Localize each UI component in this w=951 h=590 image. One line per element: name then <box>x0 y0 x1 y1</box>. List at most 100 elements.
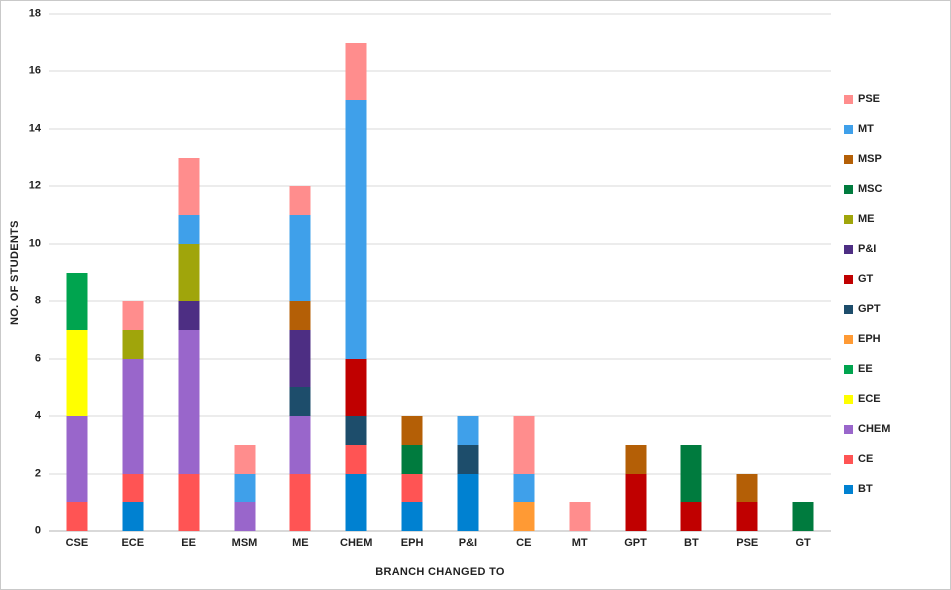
legend-label: P&I <box>858 242 877 255</box>
bar-stack <box>234 14 255 531</box>
bar-segment-CHEM <box>122 358 144 474</box>
bar-segment-CHEM <box>66 416 88 503</box>
bar-segment-GT <box>736 502 758 531</box>
bar-column-MSM <box>217 14 273 531</box>
y-axis-title: NO. OF STUDENTS <box>9 220 21 325</box>
bar-segment-P&I <box>289 329 311 388</box>
bar-segment-PSE <box>513 416 535 474</box>
bar-segment-ME <box>122 329 144 359</box>
legend-swatch <box>844 274 853 284</box>
bar-column-MT <box>552 14 608 531</box>
x-tick-label: MSM <box>231 537 258 549</box>
bar-segment-CE <box>66 502 88 531</box>
bar-segment-MSP <box>736 473 758 503</box>
x-tick-label: CE <box>516 537 532 549</box>
gridline <box>49 70 831 72</box>
bar-stack <box>66 14 88 531</box>
legend-swatch <box>844 334 853 344</box>
bar-column-ME <box>272 14 328 531</box>
legend-item-GT: GT <box>844 273 890 285</box>
x-tick-label: EPH <box>400 537 424 549</box>
bar-stack <box>736 14 758 531</box>
bar-segment-BT <box>345 473 367 531</box>
x-tick-label: ECE <box>121 537 145 549</box>
legend-item-MSC: MSC <box>844 183 890 195</box>
bar-segment-PSE <box>178 157 200 216</box>
legend-item-EE: EE <box>844 363 890 375</box>
gridline <box>49 358 831 360</box>
y-tick-label: 12 <box>28 179 41 192</box>
legend-label: MSP <box>858 152 882 165</box>
bar-column-GT <box>775 14 831 531</box>
legend-swatch <box>844 154 853 164</box>
y-tick-label: 18 <box>28 7 41 20</box>
legend-swatch <box>844 484 853 494</box>
bar-column-BT <box>663 14 719 531</box>
x-tick-label: ME <box>292 537 309 549</box>
gridline <box>49 185 831 187</box>
legend-item-EPH: EPH <box>844 333 890 345</box>
legend: PSE MT MSP MSC ME P&I GT GPT EPH EE ECE CHEM CE BT <box>844 93 890 495</box>
gridline <box>49 300 831 302</box>
x-tick-label: BT <box>684 537 699 549</box>
bar-segment-PSE <box>345 42 367 101</box>
bar-segment-CHEM <box>289 416 311 474</box>
legend-swatch <box>844 454 853 464</box>
y-tick-label: 2 <box>34 467 41 480</box>
bar-segment-EPH <box>513 502 535 531</box>
bar-column-ECE <box>105 14 161 531</box>
legend-swatch <box>844 214 853 224</box>
gridline <box>49 128 831 130</box>
bar-segment-PSE <box>234 444 255 474</box>
legend-item-ECE: ECE <box>844 393 890 405</box>
legend-item-MSP: MSP <box>844 153 890 165</box>
bar-segment-MT <box>345 100 367 359</box>
bar-segment-GPT <box>345 416 367 445</box>
bar-segment-PSE <box>289 186 311 216</box>
legend-item-CE: CE <box>844 453 890 465</box>
x-tick-label: EE <box>181 537 196 549</box>
bar-stack <box>792 14 814 531</box>
x-tick-label: CSE <box>65 537 89 549</box>
legend-item-MT: MT <box>844 123 890 135</box>
bar-segment-MT <box>457 416 479 445</box>
bar-stack <box>122 14 144 531</box>
bar-segment-MT <box>178 215 200 244</box>
bar-segment-CE <box>345 444 367 474</box>
bar-segment-BT <box>457 473 479 531</box>
bar-segment-ECE <box>66 329 88 417</box>
y-tick-label: 14 <box>28 122 41 135</box>
x-axis-title: BRANCH CHANGED TO <box>375 566 505 578</box>
legend-item-BT: BT <box>844 483 890 495</box>
legend-label: BT <box>858 482 873 495</box>
x-tick-label: GT <box>795 537 811 549</box>
legend-label: MSC <box>858 182 883 195</box>
legend-label: GT <box>858 272 874 285</box>
bar-segment-P&I <box>178 301 200 330</box>
legend-item-GPT: GPT <box>844 303 890 315</box>
legend-label: ECE <box>858 392 881 405</box>
legend-label: MT <box>858 122 874 135</box>
legend-item-P&I: P&I <box>844 243 890 255</box>
legend-label: CHEM <box>858 422 891 435</box>
bar-segment-MT <box>289 215 311 302</box>
y-tick-label: 10 <box>28 237 41 250</box>
plot-area: 0 2 4 6 8 10 12 14 16 18 <box>29 8 831 536</box>
bar-segment-GT <box>680 502 702 531</box>
bar-column-EE <box>161 14 217 531</box>
legend-swatch <box>844 184 853 194</box>
gridline <box>49 473 831 475</box>
bar-segment-PSE <box>122 301 144 330</box>
bar-segment-CHEM <box>178 329 200 474</box>
legend-label: CE <box>858 452 874 465</box>
bar-segment-CHEM <box>234 502 255 531</box>
bar-segment-MSC <box>792 502 814 531</box>
bar-stack <box>625 14 647 531</box>
bar-column-CSE <box>49 14 105 531</box>
x-axis-labels: CSE ECE EE MSM ME CHEM EPH P&I CE MT GPT BT PSE GT <box>49 537 831 549</box>
legend-item-PSE: PSE <box>844 93 890 105</box>
bar-segment-GPT <box>457 444 479 474</box>
bar-segment-CE <box>401 473 423 503</box>
y-tick-label: 16 <box>28 64 41 77</box>
